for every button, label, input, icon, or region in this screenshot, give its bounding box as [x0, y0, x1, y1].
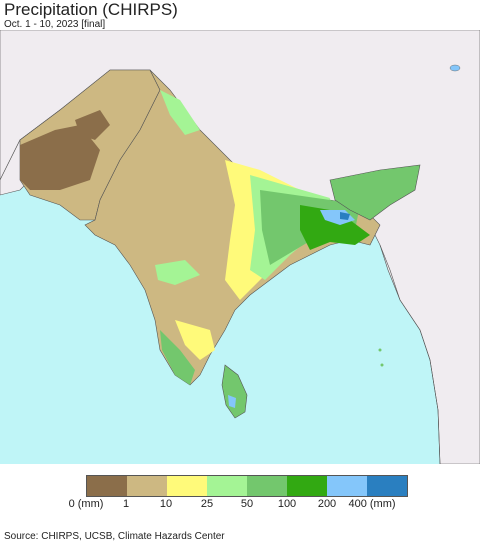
zone-himalaya — [160, 90, 200, 135]
zone-central-green — [155, 260, 200, 285]
legend-tick-labels: 0 (mm) 1 10 25 50 100 200 400 (mm) — [0, 498, 480, 512]
legend-swatch — [287, 476, 327, 496]
island-lake — [449, 64, 461, 72]
legend-swatch — [247, 476, 287, 496]
legend-tick-label: 10 — [159, 498, 173, 510]
island-andaman-2 — [380, 363, 384, 367]
zone-sri-lanka-blue — [228, 395, 236, 408]
zone-400-plus — [340, 212, 350, 220]
island-andaman — [378, 348, 382, 352]
region-sri-lanka — [221, 364, 248, 419]
legend-swatch — [367, 476, 407, 496]
legend-tick-label: 400 (mm) — [348, 498, 396, 510]
legend-swatch — [127, 476, 167, 496]
source-credit: Source: CHIRPS, UCSB, Climate Hazards Ce… — [4, 531, 225, 542]
zone-south-yellow — [175, 320, 215, 360]
legend-tick-label: 1 — [122, 498, 130, 510]
legend-swatch — [207, 476, 247, 496]
legend-tick-label: 100 — [277, 498, 297, 510]
region-pakistan-north-dry — [75, 110, 110, 140]
region-pakistan-dry — [20, 125, 100, 190]
zone-100-200 — [300, 205, 370, 250]
zone-southwest-coast — [160, 330, 195, 385]
legend-tick-label: 25 — [200, 498, 214, 510]
legend-tick-label: 50 — [240, 498, 254, 510]
legend-swatch — [87, 476, 127, 496]
legend-tick-label: 0 (mm) — [68, 498, 104, 510]
myanmar-coast — [379, 244, 441, 464]
precipitation-map — [0, 30, 480, 464]
region-northeast — [329, 164, 421, 221]
legend-tick-label: 200 — [317, 498, 337, 510]
map-subtitle: Oct. 1 - 10, 2023 [final] — [4, 19, 106, 30]
legend-swatch — [327, 476, 367, 496]
legend-colorbar — [86, 475, 408, 497]
map-title: Precipitation (CHIRPS) — [4, 0, 178, 19]
legend-swatch — [167, 476, 207, 496]
